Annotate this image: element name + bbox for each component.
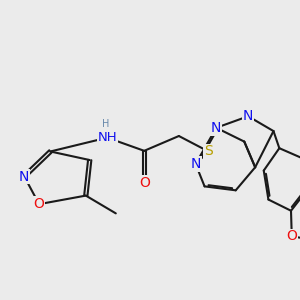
Text: NH: NH <box>98 131 117 144</box>
Text: O: O <box>286 230 297 243</box>
Text: H: H <box>102 119 110 129</box>
Text: O: O <box>139 176 150 190</box>
Text: O: O <box>34 197 44 211</box>
Text: N: N <box>19 169 29 184</box>
Text: N: N <box>211 121 221 135</box>
Text: N: N <box>190 157 201 171</box>
Text: S: S <box>204 145 213 158</box>
Text: N: N <box>243 109 254 123</box>
